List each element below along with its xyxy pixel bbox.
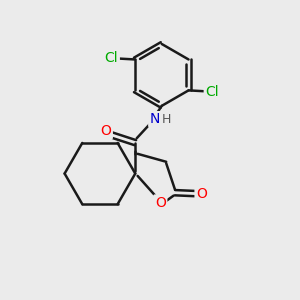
Text: N: N	[149, 112, 160, 126]
Text: O: O	[100, 124, 111, 138]
Text: O: O	[155, 196, 166, 210]
Text: Cl: Cl	[205, 85, 219, 99]
Text: O: O	[196, 187, 207, 201]
Text: H: H	[162, 113, 172, 126]
Text: Cl: Cl	[105, 51, 118, 65]
